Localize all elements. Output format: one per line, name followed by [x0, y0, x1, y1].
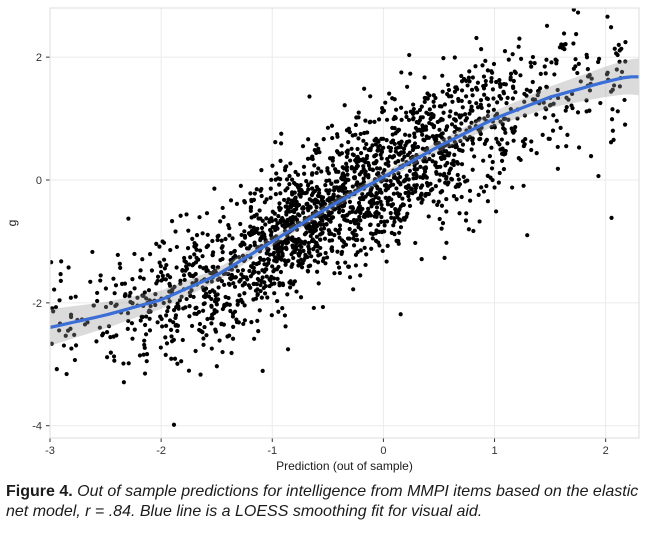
svg-text:1: 1	[491, 445, 497, 457]
svg-text:2: 2	[603, 445, 609, 457]
svg-text:2: 2	[36, 52, 42, 64]
svg-text:-2: -2	[156, 445, 166, 457]
svg-text:0: 0	[380, 445, 386, 457]
caption-lead: Figure 4.	[6, 483, 73, 500]
svg-text:-1: -1	[267, 445, 277, 457]
figure-caption: Figure 4. Out of sample predictions for …	[6, 482, 645, 522]
scatter-plot: -3 -2 -1 0 1 2 -4 -2 0 2 Prediction (out of sample…	[0, 0, 651, 478]
figure-4: -3 -2 -1 0 1 2 -4 -2 0 2 Prediction (out of sample…	[0, 0, 651, 534]
svg-text:-3: -3	[45, 445, 55, 457]
chart-svg: -3 -2 -1 0 1 2 -4 -2 0 2 Prediction (out of sample…	[0, 0, 651, 478]
svg-text:g: g	[5, 220, 19, 227]
caption-text: Out of sample predictions for intelligen…	[6, 483, 638, 520]
svg-text:-4: -4	[32, 421, 42, 433]
svg-text:0: 0	[36, 175, 42, 187]
svg-text:Prediction (out of sample): Prediction (out of sample)	[276, 459, 413, 473]
svg-text:-2: -2	[32, 298, 42, 310]
